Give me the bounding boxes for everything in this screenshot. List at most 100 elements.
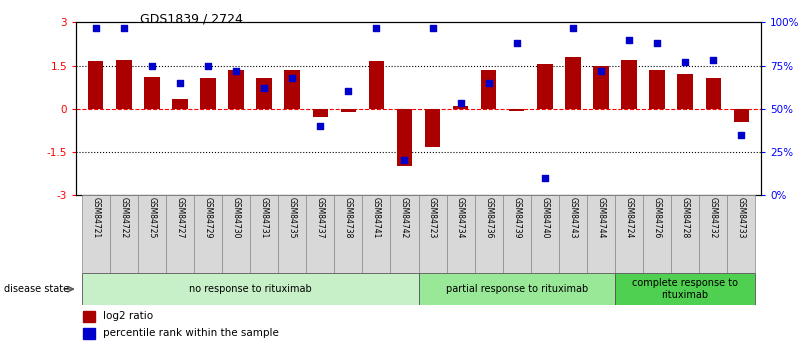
Point	[90, 25, 103, 30]
Point	[174, 80, 187, 86]
Bar	[82, 195, 110, 273]
Text: GDS1839 / 2724: GDS1839 / 2724	[140, 12, 243, 25]
Point	[735, 132, 747, 137]
Bar	[222, 195, 250, 273]
Text: GSM84734: GSM84734	[456, 197, 465, 239]
Text: GSM84735: GSM84735	[288, 197, 296, 239]
Text: GSM84727: GSM84727	[175, 197, 184, 239]
Bar	[447, 195, 475, 273]
Text: log2 ratio: log2 ratio	[103, 312, 154, 322]
Point	[510, 40, 523, 46]
Bar	[566, 57, 581, 109]
Text: GSM84741: GSM84741	[372, 197, 381, 239]
Text: GSM84730: GSM84730	[231, 197, 240, 239]
Point	[146, 63, 159, 68]
Bar	[390, 195, 418, 273]
Text: complete response to
rituximab: complete response to rituximab	[632, 278, 739, 300]
Bar	[734, 109, 749, 121]
Point	[230, 68, 243, 73]
Point	[426, 25, 439, 30]
Bar	[256, 78, 272, 109]
Bar	[368, 61, 384, 109]
Text: GSM84738: GSM84738	[344, 197, 353, 239]
Bar	[83, 311, 95, 322]
Bar	[481, 70, 497, 109]
Bar	[200, 78, 215, 109]
Bar	[306, 195, 334, 273]
Bar	[503, 195, 531, 273]
Bar	[172, 99, 187, 109]
Text: GSM84744: GSM84744	[597, 197, 606, 239]
Point	[370, 25, 383, 30]
Bar	[228, 70, 244, 109]
Bar	[82, 273, 418, 305]
Bar	[678, 74, 693, 109]
Bar	[531, 195, 559, 273]
Text: GSM84736: GSM84736	[484, 197, 493, 239]
Point	[202, 63, 215, 68]
Bar	[284, 70, 300, 109]
Text: GSM84739: GSM84739	[513, 197, 521, 239]
Text: partial response to rituximab: partial response to rituximab	[445, 284, 588, 294]
Bar	[116, 60, 131, 109]
Point	[314, 123, 327, 129]
Text: GSM84742: GSM84742	[400, 197, 409, 239]
Point	[622, 37, 635, 42]
Point	[706, 58, 719, 63]
Text: GSM84729: GSM84729	[203, 197, 212, 239]
Bar	[418, 273, 615, 305]
Bar	[425, 109, 441, 148]
Bar	[110, 195, 138, 273]
Bar	[643, 195, 671, 273]
Text: no response to rituximab: no response to rituximab	[189, 284, 312, 294]
Bar	[138, 195, 166, 273]
Text: GSM84732: GSM84732	[709, 197, 718, 239]
Text: percentile rank within the sample: percentile rank within the sample	[103, 328, 280, 338]
Point	[454, 101, 467, 106]
Point	[398, 158, 411, 163]
Bar	[83, 328, 95, 339]
Text: GSM84721: GSM84721	[91, 197, 100, 238]
Bar	[559, 195, 587, 273]
Text: GSM84724: GSM84724	[625, 197, 634, 239]
Point	[650, 40, 663, 46]
Bar	[194, 195, 222, 273]
Bar	[88, 61, 103, 109]
Bar	[537, 64, 553, 109]
Text: GSM84737: GSM84737	[316, 197, 324, 239]
Point	[482, 80, 495, 86]
Text: GSM84722: GSM84722	[119, 197, 128, 238]
Text: disease state: disease state	[4, 284, 69, 294]
Text: GSM84723: GSM84723	[428, 197, 437, 239]
Point	[566, 25, 579, 30]
Bar	[396, 109, 413, 166]
Text: GSM84740: GSM84740	[541, 197, 549, 239]
Bar	[250, 195, 278, 273]
Bar	[278, 195, 306, 273]
Bar	[312, 109, 328, 117]
Text: GSM84726: GSM84726	[653, 197, 662, 239]
Point	[538, 175, 551, 180]
Point	[118, 25, 131, 30]
Bar	[334, 195, 362, 273]
Point	[594, 68, 607, 73]
Text: GSM84743: GSM84743	[569, 197, 578, 239]
Bar	[340, 109, 356, 112]
Bar	[166, 195, 194, 273]
Point	[342, 89, 355, 94]
Bar	[453, 106, 469, 109]
Bar	[706, 78, 721, 109]
Bar	[587, 195, 615, 273]
Point	[678, 59, 691, 65]
Bar	[622, 60, 637, 109]
Bar	[594, 66, 609, 109]
Bar	[362, 195, 390, 273]
Text: GSM84725: GSM84725	[147, 197, 156, 239]
Text: GSM84733: GSM84733	[737, 197, 746, 239]
Point	[258, 85, 271, 91]
Bar	[615, 273, 755, 305]
Text: GSM84731: GSM84731	[260, 197, 268, 239]
Bar	[699, 195, 727, 273]
Bar	[509, 109, 525, 111]
Bar	[475, 195, 503, 273]
